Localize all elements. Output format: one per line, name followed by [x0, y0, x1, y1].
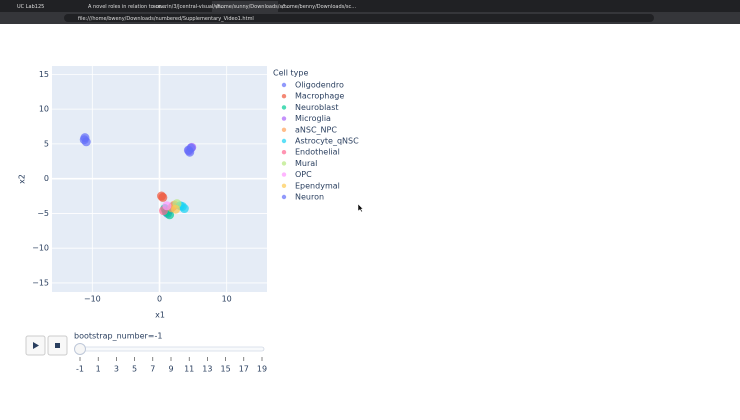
y-tick-label: 5 [44, 139, 49, 148]
point [162, 201, 172, 211]
tab[interactable]: /home/benny/Downloads/sc... [282, 4, 356, 10]
y-axis-title: x2 [18, 174, 27, 184]
legend-label[interactable]: Oligodendro [295, 81, 344, 90]
legend-label[interactable]: Astrocyte_qNSC [295, 137, 359, 146]
tab-bar [0, 0, 740, 12]
x-tick-label: −10 [84, 295, 101, 304]
slider-tick-label: 9 [168, 365, 173, 374]
slider-tick-label: 13 [202, 365, 212, 374]
legend-marker [281, 82, 287, 88]
y-tick-label: −10 [32, 244, 49, 253]
legend-marker [281, 172, 287, 177]
legend-label[interactable]: Macrophage [295, 92, 344, 101]
stop-icon [55, 343, 60, 348]
legend-label[interactable]: Ependymal [295, 181, 340, 190]
slider-tick-label: 11 [184, 365, 194, 374]
legend-label[interactable]: Neuroblast [295, 103, 339, 112]
slider-tick-label: 17 [239, 365, 249, 374]
slider-tick-label: 15 [221, 365, 231, 374]
legend-label[interactable]: OPC [295, 170, 312, 179]
legend-marker [281, 161, 287, 166]
address[interactable]: file:///home/bweny/Downloads/numbered/Su… [78, 16, 254, 22]
x-tick-label: 0 [157, 295, 162, 304]
point [171, 204, 181, 214]
active-tab[interactable] [212, 1, 278, 12]
legend-label[interactable]: Neuron [295, 193, 324, 202]
point [158, 192, 168, 202]
y-tick-label: −15 [32, 278, 49, 287]
legend-marker [281, 116, 287, 121]
tab[interactable]: UC Lab125 [17, 4, 44, 10]
slider-tick-label: 1 [96, 365, 101, 374]
legend-label[interactable]: Mural [295, 159, 317, 168]
legend-marker [281, 127, 287, 132]
legend-marker [281, 150, 287, 155]
y-tick-label: 0 [44, 174, 49, 183]
slider-handle[interactable] [74, 343, 86, 355]
tab[interactable]: /home/sunny/Downloads/sc... [216, 4, 290, 10]
legend-marker [281, 138, 287, 144]
legend-label[interactable]: aNSC_NPC [295, 125, 337, 134]
legend-label[interactable]: Endothelial [295, 148, 340, 157]
legend-marker [281, 183, 287, 188]
slider-tick-label: 3 [114, 365, 119, 374]
point [185, 147, 195, 157]
y-tick-label: −5 [37, 209, 49, 218]
y-tick-label: 10 [39, 105, 49, 114]
tab[interactable]: A novel roles in relation to ce... [88, 4, 166, 10]
slider-tick-label: -1 [76, 365, 84, 374]
slider-label: bootstrap_number=-1 [74, 332, 162, 341]
play-icon [33, 342, 39, 349]
mouse-cursor [357, 203, 364, 213]
point [80, 133, 90, 143]
legend-marker [281, 194, 287, 200]
slider-tick-label: 7 [150, 365, 155, 374]
legend-marker [281, 105, 287, 110]
slider-tick-label: 19 [257, 365, 267, 374]
x-tick-label: 10 [222, 295, 232, 304]
legend-title: Cell type [273, 69, 308, 78]
y-tick-label: 15 [39, 70, 49, 79]
slider-track[interactable] [75, 346, 265, 352]
slider-tick-label: 5 [132, 365, 137, 374]
legend-label[interactable]: Microglia [295, 114, 331, 123]
x-axis-title: x1 [155, 311, 165, 320]
legend-marker [281, 94, 287, 99]
tab[interactable]: sunerin/3/Jcentral-visual/wi... [153, 4, 226, 10]
address-bar[interactable] [64, 14, 654, 22]
